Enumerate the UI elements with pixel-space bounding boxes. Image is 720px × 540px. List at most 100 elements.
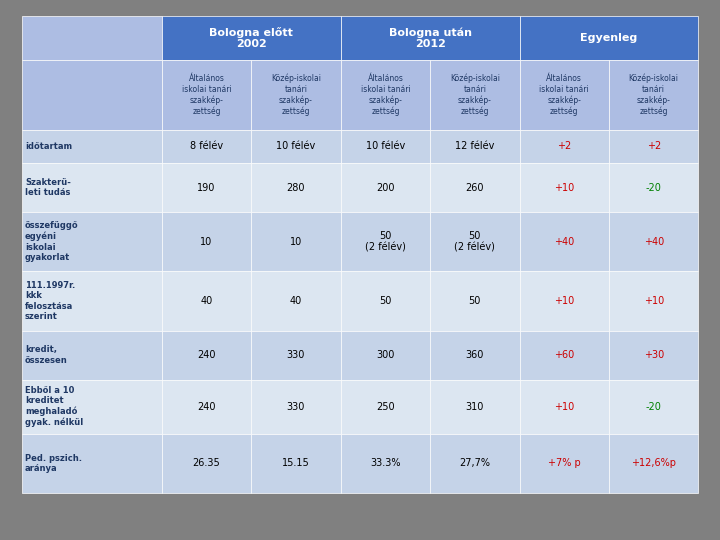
Bar	[162, 212, 251, 272]
Bar	[609, 272, 698, 330]
Text: 260: 260	[466, 183, 484, 193]
Text: 10 félév: 10 félév	[276, 141, 315, 151]
Bar	[520, 330, 609, 380]
Bar	[162, 330, 251, 380]
Bar	[520, 434, 609, 493]
Bar	[609, 60, 698, 130]
Bar	[430, 130, 520, 163]
Bar	[609, 212, 698, 272]
Text: Bologna előtt
2002: Bologna előtt 2002	[210, 27, 293, 49]
Text: 200: 200	[376, 183, 395, 193]
Bar	[251, 130, 341, 163]
Text: 15.15: 15.15	[282, 458, 310, 469]
Text: +12,6%p: +12,6%p	[631, 458, 676, 469]
Bar	[251, 163, 341, 212]
Bar	[430, 380, 520, 434]
Bar	[609, 434, 698, 493]
Text: 250: 250	[376, 402, 395, 412]
Text: 26.35: 26.35	[193, 458, 220, 469]
Text: 240: 240	[197, 402, 216, 412]
Text: +10: +10	[554, 402, 575, 412]
Bar	[520, 16, 698, 60]
Bar	[22, 272, 162, 330]
Text: Szakterü-
leti tudás: Szakterü- leti tudás	[25, 178, 71, 197]
Text: időtartam: időtartam	[25, 142, 72, 151]
Text: 10: 10	[200, 237, 212, 247]
Bar	[430, 434, 520, 493]
Bar	[22, 60, 162, 130]
Bar	[609, 330, 698, 380]
Text: 111.1997r.
kkk
felosztása
szerint: 111.1997r. kkk felosztása szerint	[25, 281, 75, 321]
Text: +7% p: +7% p	[548, 458, 580, 469]
Bar	[22, 163, 162, 212]
Text: 280: 280	[287, 183, 305, 193]
Bar	[520, 212, 609, 272]
Bar	[341, 330, 430, 380]
Text: összefüggő
egyéni
iskolai
gyakorlat: összefüggő egyéni iskolai gyakorlat	[25, 221, 78, 262]
Text: Általános
iskolai tanári
szakkép-
zettség: Általános iskolai tanári szakkép- zettsé…	[361, 74, 410, 116]
Bar	[162, 16, 341, 60]
Text: 40: 40	[290, 296, 302, 306]
Text: 27,7%: 27,7%	[459, 458, 490, 469]
Text: +10: +10	[554, 296, 575, 306]
Bar	[341, 272, 430, 330]
Bar	[251, 212, 341, 272]
Bar	[609, 163, 698, 212]
Bar	[341, 130, 430, 163]
Bar	[251, 380, 341, 434]
Text: +10: +10	[554, 183, 575, 193]
Bar	[341, 212, 430, 272]
Text: +40: +40	[554, 237, 575, 247]
Text: 50
(2 félév): 50 (2 félév)	[454, 231, 495, 253]
Bar	[430, 60, 520, 130]
Text: 33.3%: 33.3%	[370, 458, 400, 469]
Text: +2: +2	[557, 141, 572, 151]
Text: 240: 240	[197, 350, 216, 360]
Bar	[251, 272, 341, 330]
Bar	[341, 380, 430, 434]
Bar	[430, 212, 520, 272]
Bar	[520, 380, 609, 434]
Text: Közép-iskolai
tanári
szakkép-
zettség: Közép-iskolai tanári szakkép- zettség	[629, 74, 679, 116]
Bar	[430, 163, 520, 212]
Text: Általános
iskolai tanári
szakkép-
zettség: Általános iskolai tanári szakkép- zettsé…	[181, 74, 231, 116]
Text: +60: +60	[554, 350, 575, 360]
Text: Közép-iskolai
tanári
szakkép-
zettség: Közép-iskolai tanári szakkép- zettség	[271, 74, 321, 116]
Bar	[22, 212, 162, 272]
Text: Általános
iskolai tanári
szakkép-
zettség: Általános iskolai tanári szakkép- zettsé…	[539, 74, 589, 116]
Bar	[430, 330, 520, 380]
Text: -20: -20	[646, 402, 662, 412]
Text: 50: 50	[469, 296, 481, 306]
Text: -20: -20	[646, 183, 662, 193]
Text: 10: 10	[290, 237, 302, 247]
Bar	[251, 330, 341, 380]
Bar	[162, 60, 251, 130]
Text: Egyenleg: Egyenleg	[580, 33, 638, 43]
Bar	[162, 130, 251, 163]
Bar	[341, 163, 430, 212]
Text: kredit,
összesen: kredit, összesen	[25, 346, 68, 365]
Bar	[162, 163, 251, 212]
Bar	[520, 272, 609, 330]
Text: 8 félév: 8 félév	[190, 141, 223, 151]
Bar	[520, 60, 609, 130]
Bar	[22, 16, 162, 60]
Text: 310: 310	[466, 402, 484, 412]
Text: Ped. pszich.
aránya: Ped. pszich. aránya	[25, 454, 82, 473]
Text: 10 félév: 10 félév	[366, 141, 405, 151]
Text: 40: 40	[200, 296, 212, 306]
Bar	[22, 380, 162, 434]
Text: +10: +10	[644, 296, 664, 306]
Text: 50: 50	[379, 296, 392, 306]
Bar	[609, 380, 698, 434]
Bar	[430, 272, 520, 330]
Bar	[162, 272, 251, 330]
Text: 190: 190	[197, 183, 216, 193]
Bar	[162, 434, 251, 493]
Text: Ebből a 10
kreditet
meghaladó
gyak. nélkül: Ebből a 10 kreditet meghaladó gyak. nélk…	[25, 386, 84, 428]
Bar	[22, 330, 162, 380]
Text: 50
(2 félév): 50 (2 félév)	[365, 231, 406, 253]
Bar	[520, 130, 609, 163]
Text: 330: 330	[287, 350, 305, 360]
Text: Közép-iskolai
tanári
szakkép-
zettség: Közép-iskolai tanári szakkép- zettség	[450, 74, 500, 116]
